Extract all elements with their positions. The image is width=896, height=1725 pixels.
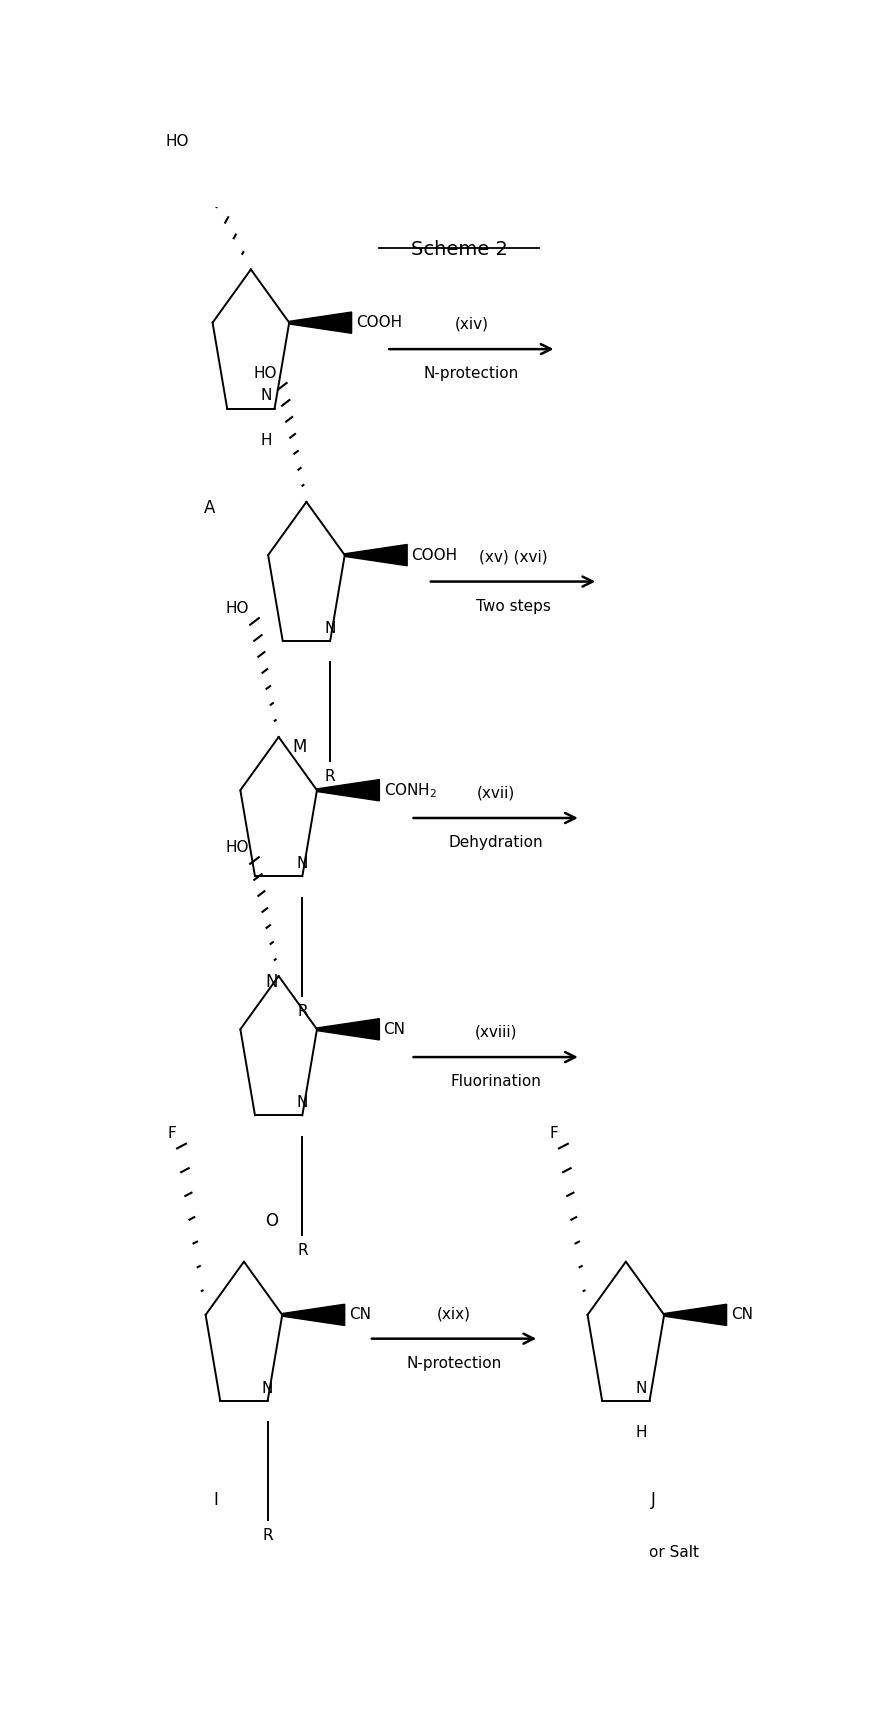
Text: J: J (651, 1492, 656, 1509)
Text: (xix): (xix) (437, 1306, 471, 1321)
Text: N: N (324, 621, 336, 637)
Text: N: N (265, 973, 278, 992)
Text: HO: HO (226, 840, 249, 856)
Text: R: R (263, 1528, 273, 1544)
Text: (xiv): (xiv) (454, 317, 488, 331)
Text: or Salt: or Salt (650, 1544, 700, 1559)
Polygon shape (317, 1019, 379, 1040)
Text: N: N (262, 1380, 273, 1396)
Text: F: F (549, 1126, 558, 1140)
Text: Two steps: Two steps (476, 599, 550, 614)
Text: N: N (297, 856, 308, 871)
Text: Scheme 2: Scheme 2 (410, 240, 508, 259)
Text: HO: HO (254, 366, 277, 381)
Text: Dehydration: Dehydration (448, 835, 543, 850)
Text: (xvii): (xvii) (477, 785, 515, 800)
Text: CN: CN (383, 1021, 406, 1037)
Text: Fluorination: Fluorination (450, 1075, 541, 1090)
Text: R: R (297, 1004, 307, 1019)
Text: HO: HO (226, 600, 249, 616)
Text: F: F (168, 1126, 176, 1140)
Text: CONH$_2$: CONH$_2$ (383, 781, 436, 800)
Text: R: R (324, 769, 335, 783)
Text: R: R (297, 1242, 307, 1258)
Text: COOH: COOH (356, 316, 402, 329)
Text: M: M (292, 738, 306, 756)
Text: N: N (635, 1380, 647, 1396)
Text: CN: CN (349, 1308, 371, 1323)
Text: N-protection: N-protection (407, 1356, 502, 1371)
Polygon shape (282, 1304, 345, 1325)
Text: H: H (635, 1425, 647, 1440)
Text: H: H (260, 433, 271, 449)
Text: COOH: COOH (411, 547, 458, 562)
Text: O: O (265, 1213, 279, 1230)
Text: A: A (203, 499, 215, 518)
Text: N-protection: N-protection (424, 366, 519, 381)
Polygon shape (289, 312, 351, 333)
Text: N: N (297, 1095, 308, 1111)
Polygon shape (345, 545, 407, 566)
Text: I: I (214, 1492, 219, 1509)
Text: N: N (261, 388, 271, 404)
Text: (xv) (xvi): (xv) (xvi) (478, 549, 547, 564)
Text: (xviii): (xviii) (474, 1025, 517, 1040)
Polygon shape (317, 780, 379, 800)
Text: HO: HO (166, 133, 189, 148)
Text: CN: CN (731, 1308, 753, 1323)
Polygon shape (664, 1304, 727, 1325)
